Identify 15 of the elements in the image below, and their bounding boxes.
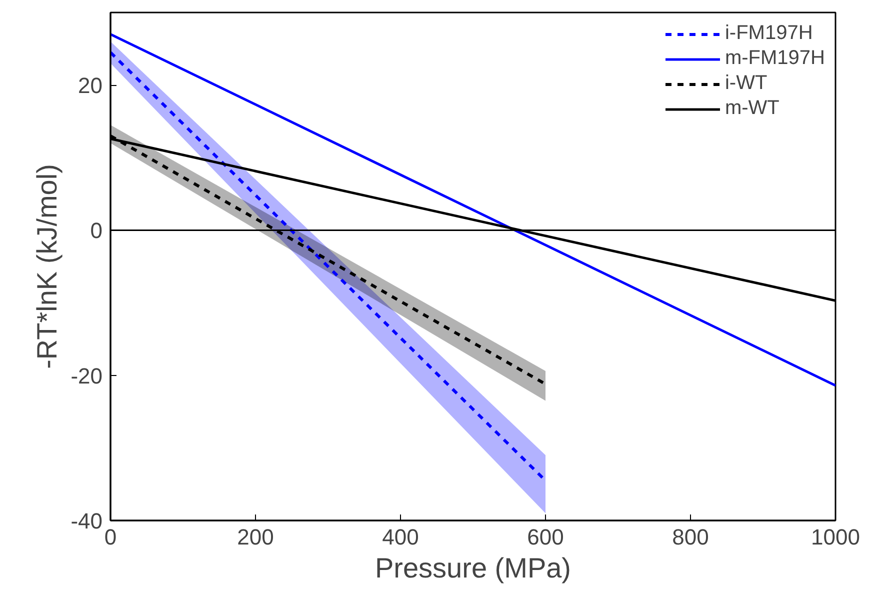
x-tick-label: 400: [382, 524, 419, 550]
x-axis-title: Pressure (MPa): [374, 552, 572, 584]
y-tick-label: -40: [70, 508, 102, 534]
x-tick-label: 800: [672, 524, 709, 550]
y-tick-label: 0: [90, 218, 103, 244]
x-tick-label: 200: [237, 524, 274, 550]
y-tick-label: -20: [70, 363, 102, 388]
x-tick-label: 600: [527, 524, 564, 550]
legend-label: i-FM197H: [724, 22, 813, 45]
legend-label: m-WT: [724, 97, 780, 120]
y-axis-title: -RT*lnK (kJ/mol): [32, 164, 63, 369]
legend-label: m-FM197H: [724, 47, 825, 70]
y-tick-label: 20: [78, 73, 103, 98]
legend-label: i-WT: [724, 72, 768, 95]
x-tick-label: 1000: [811, 524, 860, 550]
